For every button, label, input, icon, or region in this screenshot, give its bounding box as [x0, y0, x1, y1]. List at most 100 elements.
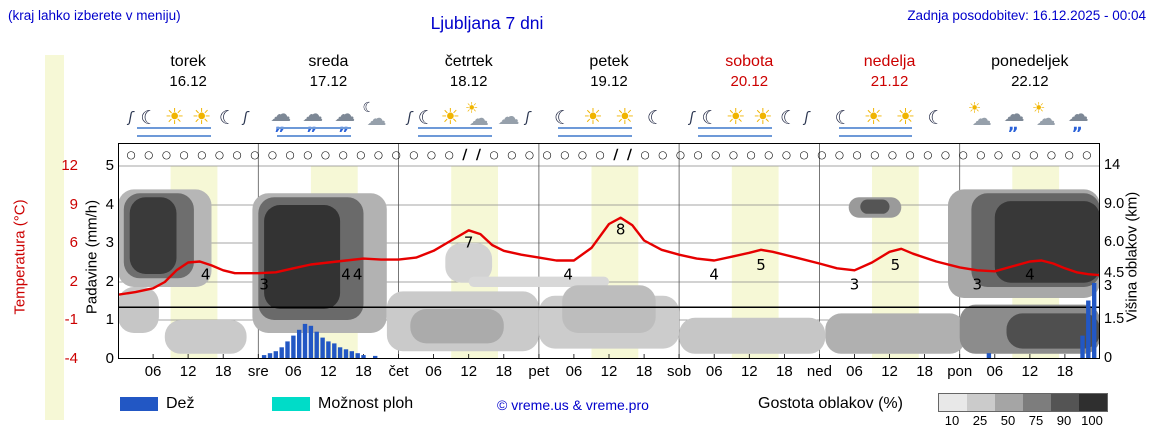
density-tick-label: 50: [1000, 413, 1016, 428]
cloud-cover-circle-icon: ○: [595, 148, 605, 161]
cloud-cover-circle-icon: ○: [923, 148, 933, 161]
day-name: ponedeljek: [991, 53, 1069, 70]
cloud-cover-circle-icon: ○: [905, 148, 915, 161]
cloud-cover-symbols-row: ○ ○ ○ ○ ○ ○ ○ ○ ○ ○ ○ ○ ○ ○ ○ ○ ○ ○ ○ ∕ ∕ ○ ○ ○ ○ ○ ○ ○ ∕ ∕ ○ ○ ○ ○ ○ ○ ○ ○ ○ ○…: [118, 146, 1100, 164]
cloud-cover-circle-icon: ○: [409, 148, 419, 161]
axis-tick-label: 9: [69, 196, 78, 213]
axis-tick-label: 0: [1104, 350, 1113, 366]
cloud-density-legend-label: Gostota oblakov (%): [758, 395, 903, 412]
day-header-četrtek: četrtek 18.12: [399, 52, 539, 92]
svg-text:4: 4: [563, 266, 573, 284]
wind-gust-icon: ʃ: [525, 110, 531, 126]
wind-gust-icon: ʃ: [407, 110, 412, 126]
cloud-cover-circle-icon: ○: [524, 148, 535, 161]
cloud-cover-circle-icon: ○: [267, 148, 278, 161]
moon-icon: ☾: [927, 106, 945, 129]
cloud-cover-circle-icon: ○: [303, 148, 313, 161]
location-menu-hint[interactable]: (kraj lahko izberete v meniju): [8, 8, 181, 23]
axis-tick-label: 4: [105, 196, 114, 213]
cloud-cover-circle-icon: ○: [1011, 148, 1021, 161]
x-axis-tick-label: 06: [846, 363, 863, 380]
cloud-cover-circle-icon: ○: [214, 148, 225, 161]
sun-icon: ☀: [164, 105, 185, 130]
cloud-cover-circle-icon: ○: [1064, 148, 1074, 161]
day-name: torek: [170, 53, 206, 70]
density-swatch: [1079, 394, 1107, 411]
x-axis-tick-label: ned: [806, 363, 832, 380]
rain-cloud-icon: ☁ „: [1003, 102, 1025, 135]
wind-barb-icon: ∕: [462, 147, 468, 163]
axis-tick-label: 2: [105, 273, 114, 290]
cloud-cover-circle-icon: ○: [658, 148, 668, 161]
day-date: 21.12: [870, 73, 909, 90]
cloud-cover-circle-icon: ○: [426, 148, 437, 161]
x-axis-tick-label: 12: [881, 363, 898, 380]
wind-barb-icon: ∕: [613, 147, 619, 163]
sun-icon: ☀: [725, 105, 746, 130]
day-date: 22.12: [1011, 73, 1049, 90]
sun-icon: ☀: [752, 105, 773, 130]
sun-icon: ☀: [615, 105, 635, 130]
showers-legend-label: Možnost ploh: [318, 395, 414, 412]
x-axis-tick-label: pet: [528, 363, 550, 380]
svg-text:3: 3: [850, 275, 860, 293]
density-tick-label: 90: [1056, 413, 1072, 428]
wind-barb-icon: ∕: [626, 147, 632, 163]
density-tick-label: 100: [1081, 413, 1103, 428]
x-axis-tick-label: 12: [740, 363, 758, 380]
sun-icon: ☀: [583, 105, 603, 130]
cloud-cover-circle-icon: ○: [1029, 148, 1039, 161]
cloud-cover-circle-icon: ○: [250, 148, 260, 161]
day-name: sobota: [725, 53, 774, 70]
last-updated-text: Zadnja posodobitev: 16.12.2025 - 00:04: [907, 8, 1146, 23]
axis-tick-label: 3: [105, 234, 114, 251]
day-name: petek: [589, 53, 629, 70]
moon-icon: ☾: [646, 106, 664, 129]
svg-text:5: 5: [891, 256, 901, 274]
cloud-cover-circle-icon: ○: [640, 148, 650, 161]
fog-lines-icon: [557, 127, 632, 137]
axis-tick-label: 6.0: [1104, 234, 1125, 250]
cloud-cover-circle-icon: ○: [542, 148, 552, 161]
day-icons-sreda: ☁ „ ☁ „ ☁ „ ☾ ☁: [261, 94, 395, 142]
x-axis-tick-label: 18: [355, 363, 372, 380]
svg-text:5: 5: [756, 256, 766, 274]
cloud-cover-circle-icon: ○: [444, 148, 454, 161]
moon-icon: ☾: [140, 106, 158, 129]
axis-tick-label: 9.0: [1104, 196, 1125, 212]
moon-icon: ☾: [701, 106, 719, 129]
x-axis-tick-label: 06: [144, 363, 162, 380]
svg-text:4: 4: [353, 266, 363, 284]
svg-text:4: 4: [201, 266, 211, 284]
moon-icon: ☾: [553, 106, 572, 129]
fog-lines-icon: [838, 127, 913, 137]
wind-gust-icon: ʃ: [804, 110, 810, 126]
day-header-petek: petek 19.12: [539, 52, 679, 92]
copyright-link[interactable]: © vreme.us & vreme.pro: [497, 397, 649, 413]
day-name: četrtek: [444, 53, 493, 70]
rain-cloud-icon: ☁ „: [1067, 102, 1089, 135]
day-icons-sobota: ʃ ☾ ☀ ☀ ☾ ʃ: [682, 94, 816, 142]
day-icons-torek: ʃ ☾ ☀ ☀ ☾ ʃ: [121, 94, 255, 142]
cloud-cover-circle-icon: ○: [507, 148, 517, 161]
day-date: 19.12: [590, 73, 628, 90]
fog-lines-icon: [277, 127, 352, 137]
fog-lines-icon: [417, 127, 492, 137]
cloud-cover-circle-icon: ○: [1082, 148, 1092, 161]
cloud-cover-circle-icon: ○: [799, 148, 809, 161]
density-swatch: [967, 394, 995, 411]
page-title: Ljubljana 7 dni: [430, 13, 544, 33]
density-swatch: [939, 394, 967, 411]
svg-text:4: 4: [341, 266, 351, 284]
cloud-cover-circle-icon: ○: [489, 148, 499, 161]
cloud-cover-circle-icon: ○: [320, 148, 331, 161]
x-axis-tick-label: 12: [320, 363, 337, 380]
density-swatch: [995, 394, 1023, 411]
cloud-cover-circle-icon: ○: [993, 148, 1004, 161]
axis-tick-label: 2: [69, 273, 78, 290]
showers-legend-swatch: [272, 397, 310, 411]
day-header-nedelja: nedelja 21.12: [820, 52, 960, 92]
axis-tick-label: -1: [64, 311, 78, 328]
